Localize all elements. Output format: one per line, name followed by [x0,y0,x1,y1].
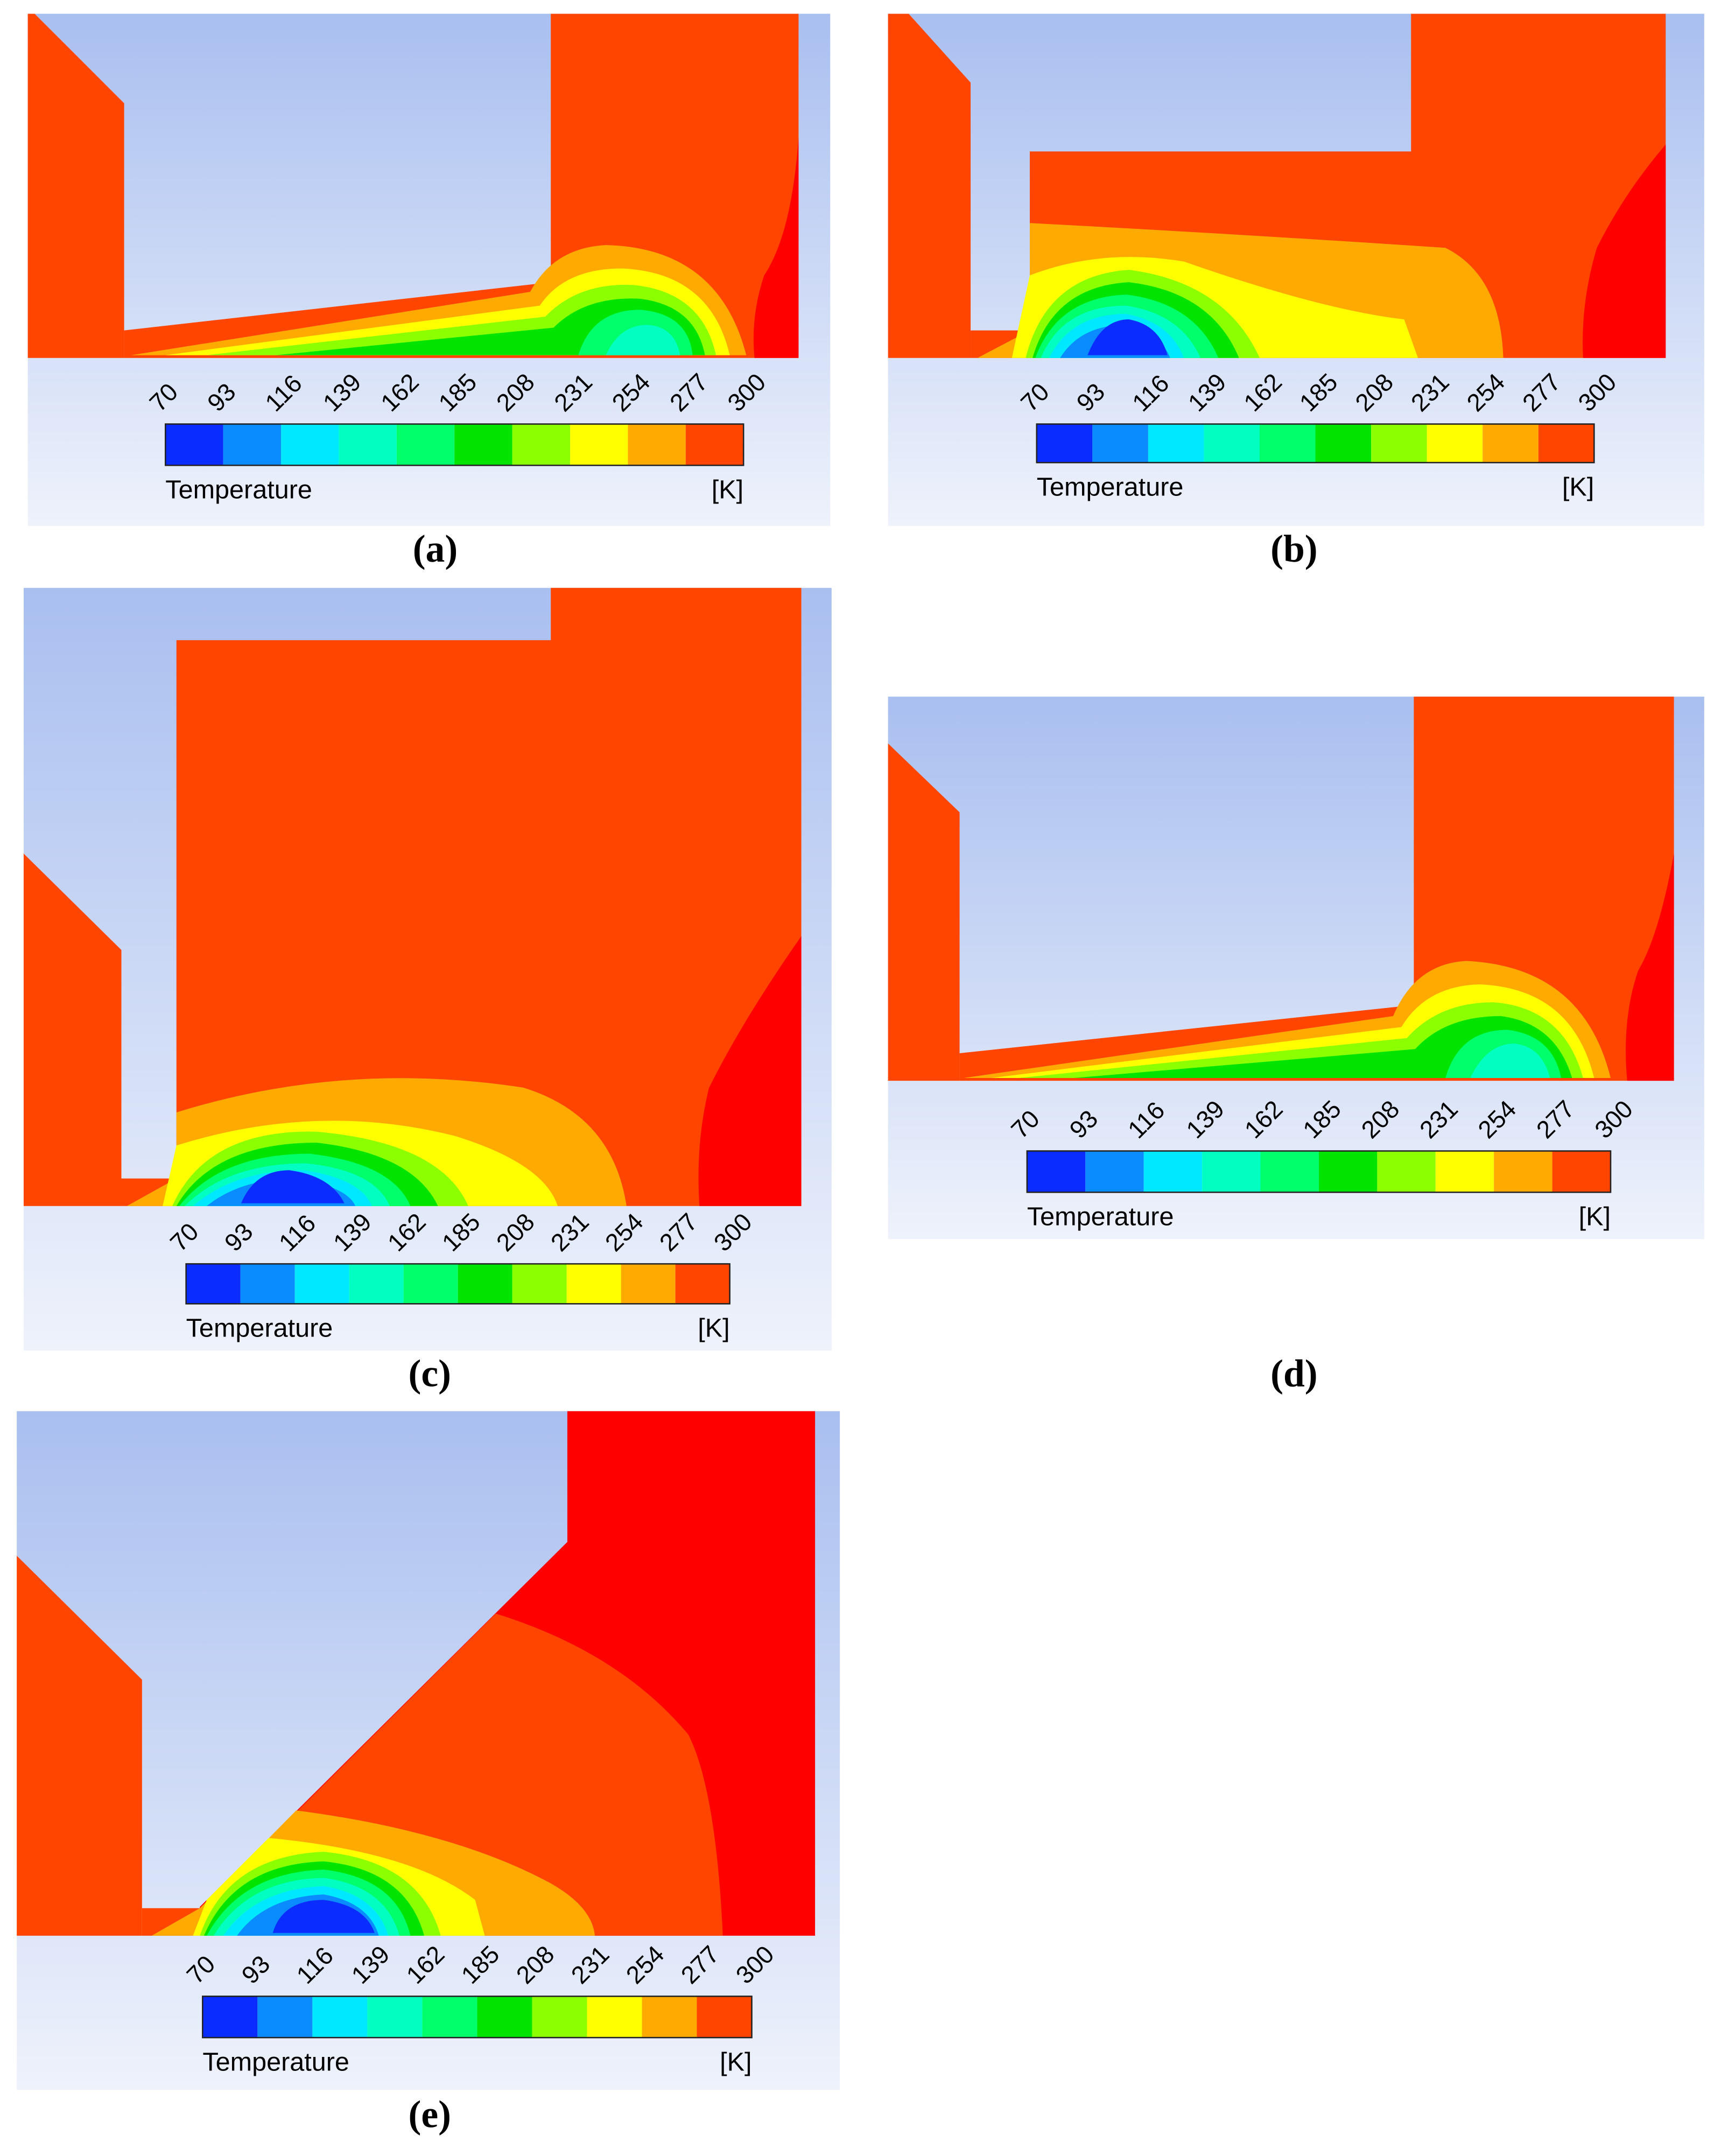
colorbar-title: Temperature [202,2047,349,2076]
colorbar-segment [685,424,744,466]
colorbar-segment [1085,1151,1144,1193]
panel-d [888,696,1704,1240]
colorbar-segment [1427,424,1483,463]
colorbar-segment [367,1996,423,2038]
colorbar-segment [1318,1151,1378,1193]
panel-label: (c) [408,1353,451,1395]
colorbar-unit: [K] [1579,1202,1611,1231]
colorbar-segment [1202,1151,1261,1193]
colorbar-segment [257,1996,313,2038]
colorbar-unit: [K] [1562,472,1594,501]
contour [753,137,799,358]
colorbar-segment [642,1996,697,2038]
contour [1073,1016,1572,1078]
contour [17,1556,142,1936]
colorbar-unit: [K] [720,2047,751,2076]
contour [1626,853,1674,1081]
colorbar-segment [628,424,686,466]
colorbar-segment [1315,424,1372,463]
contour [1583,144,1666,358]
colorbar-segment [1092,424,1148,463]
colorbar-segment [1143,1151,1203,1193]
colorbar-title: Temperature [1027,1202,1174,1231]
colorbar-segment [532,1996,587,2038]
colorbar-segment [396,424,455,466]
colorbar-segment [294,1264,349,1304]
colorbar-segment [1377,1151,1436,1193]
colorbar-segment [621,1264,676,1304]
contour [241,1170,345,1203]
panel-c [23,587,832,1351]
colorbar-title: Temperature [186,1314,333,1343]
contour [27,13,124,358]
colorbar-segment [240,1264,295,1304]
colorbar-segment [1552,1151,1611,1193]
colorbar-segment [1483,424,1539,463]
colorbar-frame [185,1263,730,1305]
colorbar-segment [512,1264,567,1304]
contour [1087,319,1168,355]
colorbar-segment [675,1264,730,1304]
colorbar-segment [1371,424,1427,463]
colorbar-segment [697,1996,752,2038]
colorbar-segment [1260,1151,1319,1193]
contour [23,853,122,1206]
colorbar-segment [1494,1151,1553,1193]
colorbar-frame [202,1996,753,2039]
contour [888,13,971,358]
colorbar-segment [349,1264,404,1304]
colorbar-segment [1036,424,1093,463]
colorbar-segment [454,424,512,466]
colorbar-unit: [K] [698,1314,729,1343]
colorbar-segment [1027,1151,1086,1193]
colorbar-segment [202,1996,258,2038]
panel-label: (e) [408,2093,451,2136]
colorbar-unit: [K] [712,475,743,505]
contour [698,936,802,1206]
colorbar-segment [422,1996,477,2038]
colorbar-segment [312,1996,368,2038]
colorbar-frame [1026,1150,1612,1193]
colorbar-segment [570,424,628,466]
colorbar-segment [1204,424,1260,463]
contour [1470,1044,1550,1078]
panel-label: (d) [1270,1353,1317,1395]
colorbar-segment [165,424,223,466]
colorbar-segment [1435,1151,1494,1193]
contour [888,743,960,1081]
contour [121,587,802,1206]
panel-e [17,1411,840,2090]
colorbar-segment [1148,424,1204,463]
colorbar-title: Temperature [165,475,312,505]
colorbar-segment [587,1996,642,2038]
panel-label: (a) [413,528,458,570]
colorbar-segment [186,1264,241,1304]
colorbar-segment [1259,424,1316,463]
colorbar-frame [1036,423,1595,464]
colorbar-segment [1538,424,1594,463]
colorbar-segment [281,424,339,466]
colorbar-segment [477,1996,532,2038]
panel-label: (b) [1270,528,1317,570]
colorbar-segment [403,1264,458,1304]
colorbar-title: Temperature [1037,472,1184,501]
colorbar-segment [458,1264,512,1304]
colorbar-segment [512,424,571,466]
colorbar-segment [339,424,397,466]
colorbar-segment [223,424,282,466]
contour [272,1900,375,1933]
contour [606,325,680,355]
colorbar-segment [566,1264,621,1304]
colorbar-frame [165,423,744,466]
